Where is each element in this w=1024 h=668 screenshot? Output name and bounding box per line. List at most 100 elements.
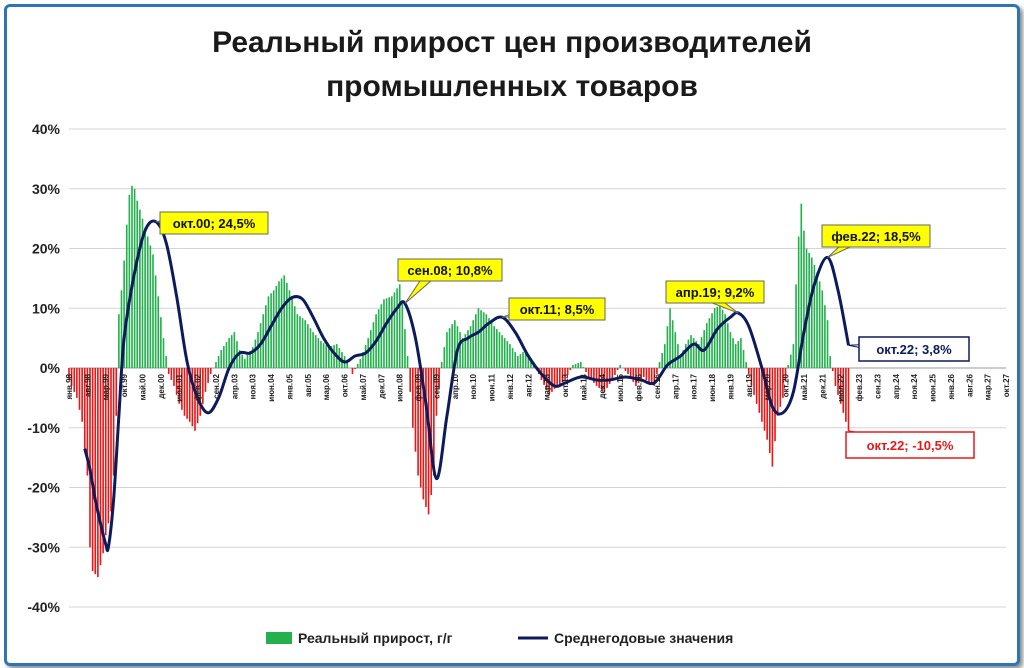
bar [771,368,774,467]
bar [278,281,280,368]
bar [464,334,467,368]
bar [178,368,181,404]
callout-box [821,224,931,248]
x-tick-label: янв.12 [506,373,515,399]
x-axis: янв.98 авг.98 мар.99 окт.99 май.00 дек.00 июл.… [65,373,1011,401]
bar [118,314,120,368]
bar [157,296,160,368]
bar [480,310,482,368]
bar [388,297,391,368]
bar [291,298,293,368]
bar [233,332,236,368]
x-tick-label: ноя.10 [469,373,478,399]
x-tick-label: июн.25 [929,373,938,401]
bar [86,368,89,476]
bar [467,330,469,368]
bar [524,350,527,368]
bar [401,302,404,368]
x-tick-label: май.14 [579,373,588,400]
bar [160,317,162,368]
bar [813,264,816,368]
bar [451,324,454,368]
bar [123,260,125,368]
bar [587,368,590,377]
bar [409,368,412,392]
x-tick-label: окт.99 [120,373,129,397]
bar [280,278,283,368]
bar [779,368,782,407]
bar [354,368,356,369]
bar [763,368,766,431]
bar [286,282,288,368]
bar [396,288,398,368]
bar [726,323,729,368]
bar [509,344,511,368]
bar [642,368,645,377]
x-tick-label: июл.01 [175,373,184,401]
bar [419,368,422,488]
bar [585,368,587,372]
bar [207,368,209,383]
x-tick-label: июл.15 [616,373,625,401]
bar [674,332,677,368]
bar [393,292,396,368]
bar [406,356,409,368]
bar [131,185,133,368]
y-tick-label: 0% [40,360,61,376]
annotations: окт.00; 24,5% сен.08; 10,8% окт.11; 8,5% ап… [155,211,975,459]
bar [747,368,750,374]
bar [288,290,291,368]
bar [167,368,170,374]
bar [653,368,656,386]
x-tick-label: ноя.03 [249,373,258,399]
bar [816,272,818,368]
x-tick-label: дек.14 [598,373,607,398]
bar [459,332,461,368]
bar [645,368,648,380]
x-tick-label: сен.16 [653,373,662,398]
bar [78,368,81,410]
bar [293,306,296,368]
bar [446,332,448,368]
bar [782,368,784,398]
bar [716,306,719,368]
bar [440,362,443,368]
bar [461,338,464,368]
callout-label: окт.11; 8,5% [520,302,595,317]
bar [666,326,669,368]
bar [501,335,503,368]
bar [152,254,154,368]
bar [475,314,477,368]
bar [530,358,532,368]
x-tick-label: мар.20 [763,373,772,400]
y-axis: 40% 30% 20% 10% 0% -10% -20% -30% -40% [27,121,60,615]
bar [469,326,472,368]
bar [359,359,362,368]
bar [170,368,173,380]
bar [330,346,333,368]
bar [238,350,241,368]
bar [314,335,317,368]
bar [514,352,517,368]
bar [380,304,383,368]
callout-label: окт.22; -10,5% [867,438,954,453]
bar [611,368,614,380]
bar [364,345,367,368]
bar [472,320,475,368]
bar [165,356,167,368]
bar [275,285,278,368]
bar [498,332,501,368]
x-tick-label: сен.02 [212,373,221,398]
bar [517,356,519,368]
bar [847,368,850,431]
bar [753,368,755,395]
bar [362,352,364,368]
bar [839,368,842,404]
bar [774,368,776,442]
bar [750,368,753,386]
bar [614,368,616,375]
bar [398,284,401,368]
bar [414,368,417,452]
bar [139,209,141,368]
bar [333,345,335,368]
